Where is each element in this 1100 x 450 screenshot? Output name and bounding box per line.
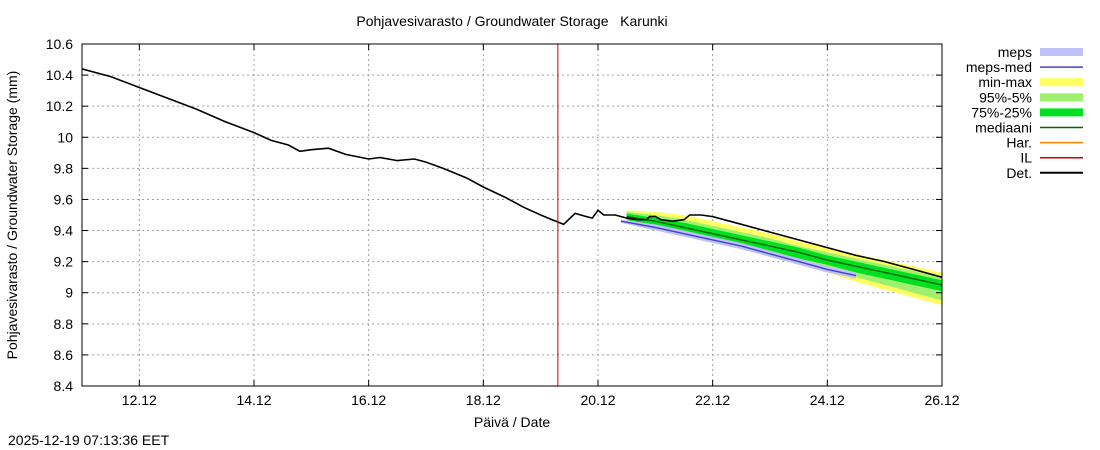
det-line (82, 68, 942, 279)
x-tick-label: 12.12 (122, 392, 157, 408)
y-tick-label: 9 (65, 285, 73, 301)
y-tick-label: 10.2 (46, 98, 73, 114)
x-tick-label: 20.12 (580, 392, 615, 408)
y-tick-label: 9.4 (54, 223, 74, 239)
y-axis-ticks: 8.4 8.6 8.8 9 9.2 9.4 9.6 9.8 10 10.2 10.4 10.6 (46, 36, 942, 394)
legend: mepsmeps-medmin-max95%-5%75%-25%mediaani… (966, 44, 1083, 181)
y-tick-label: 9.8 (54, 160, 74, 176)
data-lines (82, 44, 942, 386)
y-axis-label: Pohjavesivarasto / Groundwater Storage (… (4, 71, 20, 360)
chart-title: Pohjavesivarasto / Groundwater Storage K… (356, 13, 667, 29)
meps-band (620, 219, 856, 279)
x-axis-ticks: 12.12 14.12 16.12 18.12 20.12 22.12 24.12 26.12 (122, 44, 960, 408)
y-tick-label: 8.6 (54, 347, 74, 363)
timestamp: 2025-12-19 07:13:36 EET (8, 432, 170, 448)
x-tick-label: 24.12 (810, 392, 845, 408)
x-tick-label: 18.12 (466, 392, 501, 408)
legend-label-il: IL (1020, 150, 1032, 166)
grid-lines (82, 44, 942, 386)
legend-label-meps: meps (998, 44, 1032, 60)
legend-label-p95-5: 95%-5% (979, 89, 1032, 105)
median-line (626, 215, 942, 286)
x-tick-label: 16.12 (351, 392, 386, 408)
legend-swatch-min-max (1040, 78, 1083, 87)
legend-swatch-p75-25 (1040, 108, 1083, 117)
x-axis-label: Päivä / Date (474, 414, 550, 430)
legend-swatch-p95-5 (1040, 93, 1083, 102)
legend-label-det: Det. (1006, 165, 1032, 181)
legend-label-min-max: min-max (978, 74, 1032, 90)
x-tick-label: 14.12 (236, 392, 271, 408)
legend-label-p75-25: 75%-25% (971, 104, 1032, 120)
legend-label-meps-med: meps-med (966, 59, 1032, 75)
y-tick-label: 10 (57, 129, 73, 145)
y-tick-label: 10.4 (46, 67, 73, 83)
p75-25-band (626, 213, 942, 292)
legend-label-har: Har. (1006, 135, 1032, 151)
plot-area-frame (81, 43, 943, 387)
legend-label-median: mediaani (975, 120, 1032, 136)
x-tick-label: 22.12 (695, 392, 730, 408)
y-tick-label: 8.4 (54, 378, 74, 394)
y-tick-label: 10.6 (46, 36, 73, 52)
y-tick-label: 9.2 (54, 254, 74, 270)
y-tick-label: 8.8 (54, 316, 74, 332)
x-tick-label: 26.12 (924, 392, 959, 408)
legend-swatch-meps (1040, 48, 1083, 56)
meps-med-line (620, 220, 857, 277)
y-tick-label: 9.6 (54, 191, 74, 207)
